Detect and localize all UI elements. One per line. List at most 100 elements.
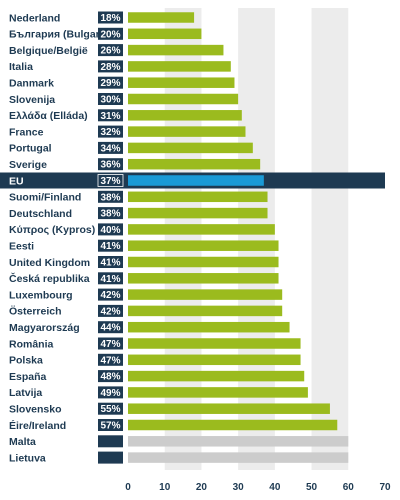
chart-rows: Nederland 18% България (Bulgaria)20% Belgiq… — [0, 11, 385, 464]
value-label-box — [98, 141, 123, 154]
value-label-box — [98, 11, 123, 24]
value-label: 41% — [100, 241, 120, 252]
bar — [128, 256, 279, 268]
value-label-box — [98, 207, 123, 220]
x-tick-label: 70 — [379, 482, 391, 493]
value-label-box — [98, 60, 123, 73]
category-label: България (Bulgaria) — [9, 29, 112, 41]
chart-row: Portugal 34% — [9, 141, 253, 155]
category-label: Lietuva — [9, 452, 46, 464]
bar — [128, 289, 283, 300]
bar — [128, 403, 330, 414]
value-label-box — [98, 44, 123, 57]
bar — [128, 370, 305, 382]
value-label: 47% — [100, 355, 120, 366]
bar — [128, 273, 279, 284]
bar — [128, 126, 246, 137]
bar — [128, 240, 279, 251]
chart-row: Malta — [9, 435, 349, 448]
chart-row: Deutschland 38% — [9, 207, 268, 220]
bar — [128, 142, 253, 154]
chart-row: Lietuva — [9, 451, 349, 464]
bar — [128, 419, 338, 431]
value-label-box — [97, 174, 124, 187]
bar — [128, 158, 261, 170]
bar — [128, 110, 242, 121]
value-label: 47% — [100, 339, 120, 350]
value-label: 26% — [100, 46, 120, 57]
value-label-box — [98, 93, 123, 105]
chart-row: България (Bulgaria)20% — [9, 27, 202, 41]
chart-row: Luxembourg 42% — [9, 288, 283, 301]
value-label-box — [98, 158, 123, 171]
value-label-box — [98, 321, 123, 334]
category-label: Ελλάδα (Elláda) — [9, 110, 88, 122]
chart-row: Italia 28% — [9, 60, 231, 73]
chart-row: Danmark 29% — [9, 76, 235, 90]
value-label-box — [98, 76, 123, 89]
category-label: România — [9, 338, 54, 350]
value-label-box — [98, 125, 123, 138]
bar — [128, 175, 264, 186]
bar — [128, 321, 290, 333]
category-label: Sverige — [9, 159, 47, 171]
value-label: 29% — [100, 78, 120, 89]
bar — [128, 191, 268, 203]
value-label-box — [98, 27, 123, 40]
x-tick-label: 60 — [343, 482, 355, 493]
x-tick-label: 10 — [159, 482, 171, 493]
value-label-box — [98, 419, 123, 431]
value-label-box — [98, 386, 123, 399]
value-label: 38% — [100, 209, 120, 220]
category-label: United Kingdom — [9, 257, 90, 269]
missing-data-bar — [128, 452, 349, 463]
bar — [128, 61, 231, 72]
value-label: 41% — [100, 258, 120, 269]
category-label: Belgique/België — [9, 45, 88, 57]
chart-row: Latvija 49% — [9, 386, 308, 399]
background-bands — [164, 8, 349, 470]
grid-band — [311, 8, 349, 470]
bar — [128, 387, 308, 398]
chart-row: Magyarország 44% — [9, 321, 290, 334]
category-label: Deutschland — [9, 208, 72, 220]
value-label: 55% — [100, 404, 120, 415]
bar — [128, 12, 195, 23]
value-label: 36% — [100, 160, 120, 171]
value-label: 57% — [100, 421, 120, 432]
value-label: 30% — [100, 95, 120, 106]
category-label: Luxembourg — [9, 289, 73, 301]
value-label-box — [98, 256, 123, 268]
chart-row: EU 37% — [0, 172, 385, 189]
chart-row: Österreich 42% — [9, 305, 283, 318]
category-label: France — [9, 126, 44, 138]
value-label: 37% — [100, 176, 120, 187]
bar — [128, 77, 235, 88]
value-label: 18% — [100, 13, 120, 24]
category-label: Österreich — [9, 305, 62, 318]
category-label: Slovensko — [9, 404, 62, 416]
value-label: 48% — [100, 372, 120, 383]
category-label: Italia — [9, 61, 33, 73]
value-label-box — [98, 190, 123, 203]
value-label: 42% — [100, 306, 120, 317]
value-label-box — [98, 288, 123, 301]
chart-row: Ελλάδα (Elláda) 31% — [9, 109, 242, 122]
chart-row: Nederland 18% — [9, 11, 195, 24]
value-label: 31% — [100, 111, 120, 122]
chart-row: Belgique/België 26% — [9, 44, 224, 57]
value-label-box — [98, 337, 123, 350]
x-tick-label: 0 — [125, 482, 131, 493]
value-label: 34% — [100, 143, 120, 154]
bar — [128, 338, 301, 349]
value-label: 20% — [100, 29, 120, 40]
category-label: Κύπρος (Kypros) — [9, 224, 95, 236]
category-label: EU — [9, 175, 24, 187]
x-tick-label: 20 — [196, 482, 208, 493]
chart-row: Éire/Ireland 57% — [9, 419, 338, 432]
value-label-box — [98, 272, 123, 285]
bar — [128, 207, 268, 219]
x-tick-label: 30 — [233, 482, 245, 493]
category-label: Česká republika — [9, 272, 90, 285]
